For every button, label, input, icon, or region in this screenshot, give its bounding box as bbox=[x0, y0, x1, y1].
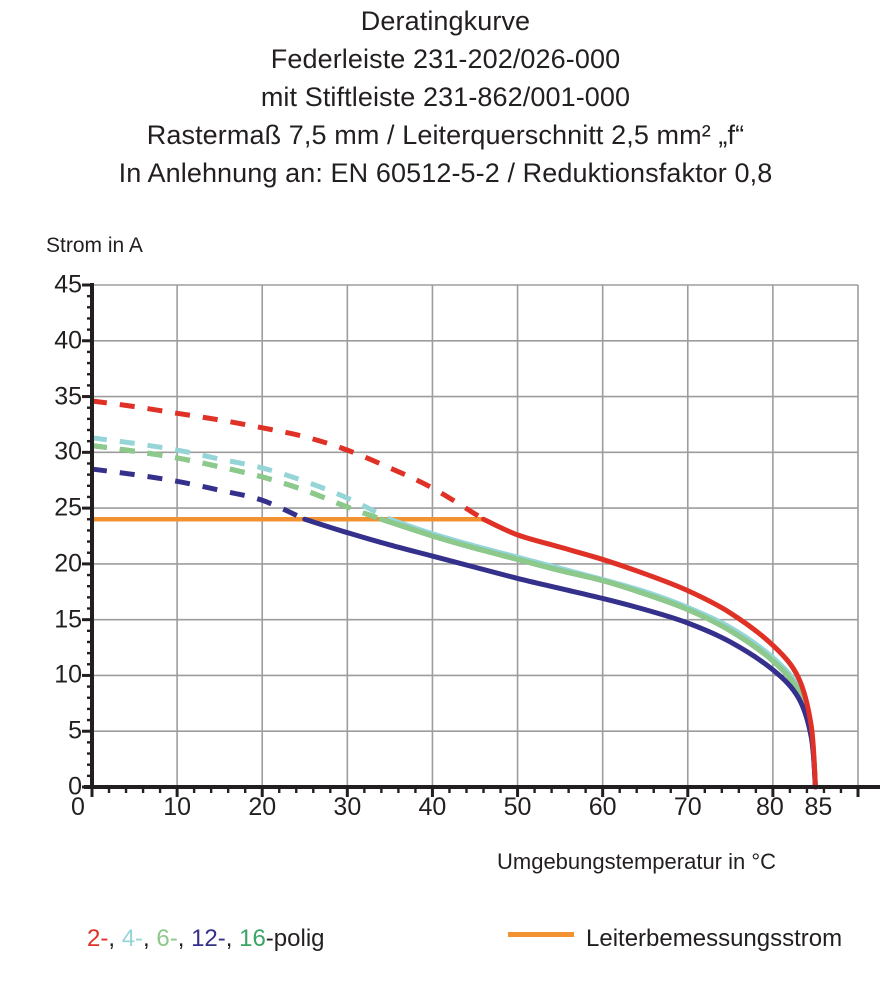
series-line-dashed-4-polig bbox=[91, 435, 392, 522]
legend-poles-label: 2-, 4-, 6-, 12-, 16-polig bbox=[87, 925, 325, 953]
y-tick-label: 15 bbox=[54, 605, 82, 634]
y-tick-label: 40 bbox=[54, 326, 82, 355]
series-line-solid-2-polig bbox=[481, 516, 818, 790]
x-tick-label: 50 bbox=[503, 793, 532, 821]
legend-pole-part-8: 16 bbox=[239, 925, 266, 952]
title-line-1: Deratingkurve bbox=[360, 6, 531, 36]
y-tick-label: 5 bbox=[68, 716, 82, 745]
title-line-4-text: Rastermaß 7,5 mm / Leiterquerschnitt 2,5… bbox=[146, 120, 745, 150]
x-tick-label: 40 bbox=[418, 793, 447, 821]
chart-legend: 2-, 4-, 6-, 12-, 16-polig Leiterbemessun… bbox=[0, 925, 891, 971]
legend-pole-part-3: , bbox=[143, 925, 157, 952]
legend-rated-current-swatch bbox=[508, 932, 574, 937]
series-line-dashed-6-polig bbox=[91, 443, 383, 522]
legend-pole-part-0: 2- bbox=[87, 925, 109, 952]
legend-rated-current-label: Leiterbemessungsstrom bbox=[586, 925, 843, 952]
x-tick-label: 20 bbox=[248, 793, 277, 821]
legend-pole-part-1: , bbox=[108, 925, 122, 952]
legend-rated-current: Leiterbemessungsstrom bbox=[508, 925, 842, 953]
axis-lines bbox=[84, 283, 880, 789]
y-tick-label: 30 bbox=[54, 437, 82, 466]
series-line-solid-6-polig bbox=[378, 516, 818, 790]
x-tick-label: 30 bbox=[333, 793, 362, 821]
series-line-dashed-12-polig bbox=[91, 466, 306, 522]
legend-pole-part-9: -polig bbox=[265, 925, 325, 952]
y-tick-label: 35 bbox=[54, 382, 82, 411]
legend-pole-part-7: , bbox=[225, 925, 240, 952]
y-tick-label: 0 bbox=[68, 772, 82, 801]
legend-pole-part-5: , bbox=[177, 925, 192, 952]
title-line-4: Rastermaß 7,5 mm / Leiterquerschnitt 2,5… bbox=[0, 116, 891, 154]
x-tick-label: 85 bbox=[804, 793, 833, 821]
chart-title-block: Deratingkurve Federleiste 231-202/026-00… bbox=[0, 2, 891, 192]
x-tick-label: 80 bbox=[755, 793, 784, 821]
y-tick-label: 25 bbox=[54, 493, 82, 522]
legend-pole-part-4: 6- bbox=[156, 925, 178, 952]
x-axis-caption: Umgebungstemperatur in °C bbox=[497, 849, 777, 874]
y-tick-label: 10 bbox=[54, 660, 82, 689]
x-tick-label: 60 bbox=[588, 793, 617, 821]
x-tick-label: 70 bbox=[673, 793, 702, 821]
legend-pole-part-6: 12- bbox=[191, 925, 226, 952]
y-tick-label: 45 bbox=[54, 270, 82, 299]
series-line-solid-12-polig bbox=[302, 516, 818, 790]
x-tick-label: 10 bbox=[163, 793, 192, 821]
title-line-2: Federleiste 231-202/026-000 bbox=[270, 44, 621, 74]
title-line-5: In Anlehnung an: EN 60512-5-2 / Reduktio… bbox=[118, 158, 773, 188]
y-tick-label: 20 bbox=[54, 549, 82, 578]
x-tick-label: 0 bbox=[71, 793, 85, 821]
y-tick-label-group: 0 5 10 15 20 25 30 35 40 45 bbox=[26, 0, 82, 1000]
y-axis-caption: Strom in A bbox=[46, 234, 143, 257]
series-lines bbox=[91, 398, 818, 790]
legend-pole-part-2: 4- bbox=[121, 925, 144, 952]
title-line-3: mit Stiftleiste 231-862/001-000 bbox=[260, 82, 631, 112]
series-line-dashed-2-polig bbox=[91, 398, 485, 522]
